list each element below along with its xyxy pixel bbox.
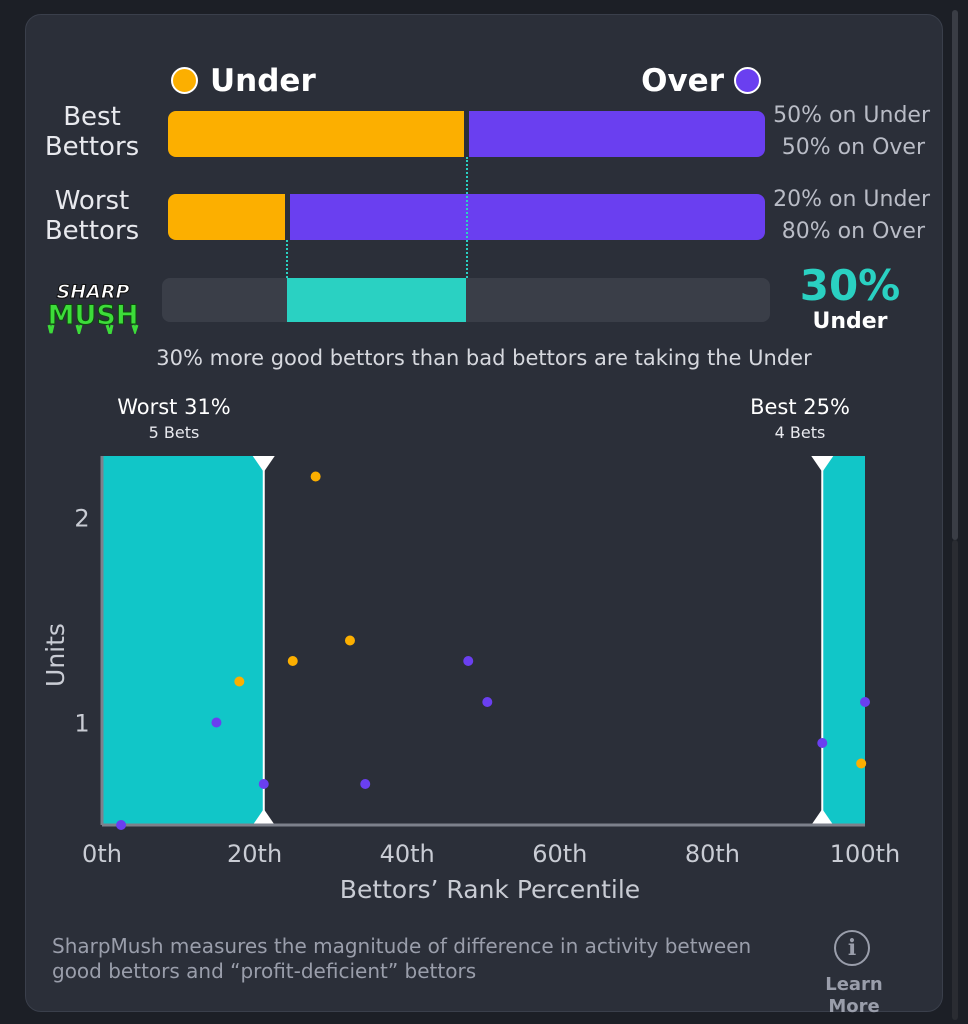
worst-zone-title: Worst 31% — [117, 395, 231, 419]
best-zone-subtitle: 4 Bets — [774, 423, 826, 442]
worst-bettors-under-segment — [168, 194, 285, 240]
best-over-pct: 50% on Over — [781, 135, 925, 160]
best-bettors-over-segment — [469, 111, 765, 157]
best-bettors-label-line2: Bettors — [44, 132, 140, 162]
worst-zone-subtitle: 5 Bets — [148, 423, 200, 442]
logo-drip-shape — [47, 324, 139, 334]
info-icon: i — [834, 930, 870, 966]
sharpmush-side: Under — [812, 309, 888, 334]
sharpmush-logo: SHARP MUSH — [47, 281, 139, 334]
footer-description: SharpMush measures the magnitude of diff… — [52, 934, 752, 983]
under-legend-label: Under — [210, 63, 316, 99]
scrollbar[interactable] — [952, 10, 958, 540]
best-bettors-under-segment — [168, 111, 464, 157]
learn-more-button[interactable]: i Learn More — [800, 928, 908, 1017]
worst-bettors-label-line1: Worst — [54, 186, 130, 216]
sharpmush-difference-fill — [287, 278, 467, 322]
learn-more-label: Learn More — [825, 974, 883, 1017]
best-bettors-label: Best Bettors — [27, 102, 157, 162]
best-bettors-bar — [168, 111, 765, 157]
logo-text-mush: MUSH — [48, 300, 139, 331]
best-connector-line — [465, 157, 468, 278]
sharpmush-value: 30% — [799, 261, 901, 310]
best-zone-title: Best 25% — [750, 395, 850, 419]
logo-text-sharp: SHARP — [57, 281, 130, 303]
worst-under-pct: 20% on Under — [773, 187, 930, 212]
scrollbar-track — [952, 540, 958, 1020]
worst-bettors-over-segment — [289, 194, 765, 240]
over-legend-dot — [734, 67, 761, 94]
worst-over-pct: 80% on Over — [781, 219, 925, 244]
worst-connector-line — [286, 240, 289, 278]
best-bettors-label-line1: Best — [63, 102, 121, 132]
sharpmush-summary: 30% more good bettors than bad bettors a… — [156, 346, 812, 370]
over-legend-label: Over — [641, 63, 724, 99]
worst-bettors-bar — [168, 194, 765, 240]
worst-bettors-label: Worst Bettors — [27, 186, 157, 246]
best-under-pct: 50% on Under — [773, 103, 930, 128]
under-legend-dot — [171, 67, 198, 94]
worst-bettors-label-line2: Bettors — [44, 216, 140, 246]
